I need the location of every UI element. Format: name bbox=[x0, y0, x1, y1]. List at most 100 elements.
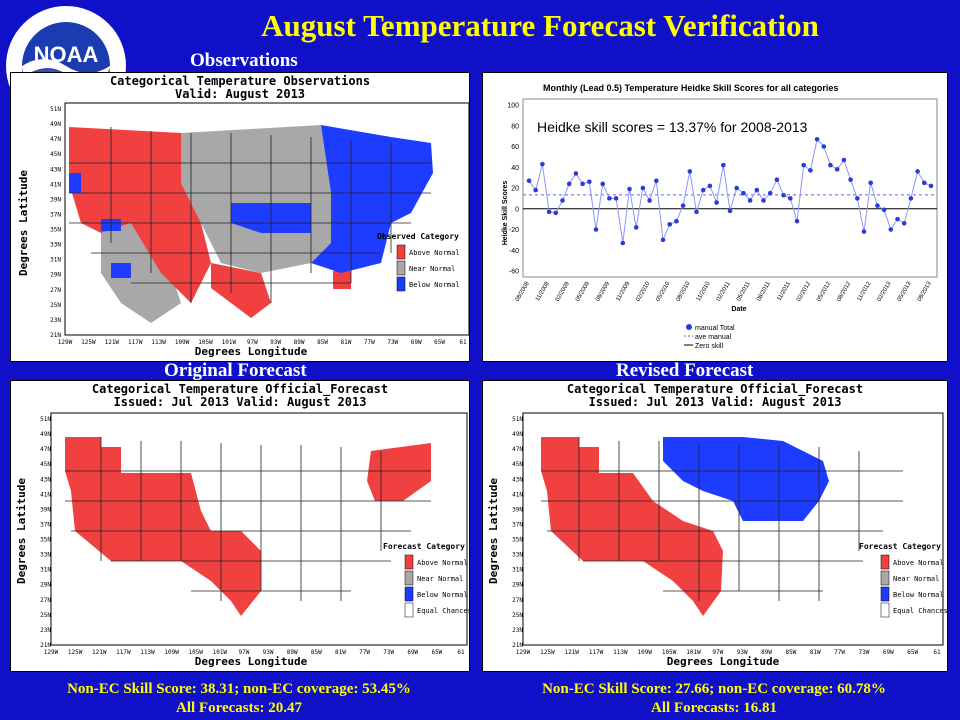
data-point bbox=[814, 136, 820, 142]
page-title: August Temperature Forecast Verification bbox=[261, 8, 819, 43]
lon-tick-label: 117W bbox=[128, 339, 143, 346]
data-point bbox=[721, 162, 726, 168]
y-tick-label: 0 bbox=[515, 206, 519, 213]
lat-tick-label: 29N bbox=[40, 582, 51, 589]
y-tick-label: 80 bbox=[511, 123, 519, 130]
lon-tick-label: 125W bbox=[68, 649, 83, 656]
lat-tick-label: 37N bbox=[512, 521, 523, 528]
lat-tick-label: 43N bbox=[40, 476, 51, 483]
y-tick-label: -60 bbox=[509, 269, 519, 276]
x-tick-label: 02/2010 bbox=[635, 280, 651, 302]
lat-tick-label: 27N bbox=[50, 287, 61, 294]
chart-legend: manual Total ave manual Zero skill bbox=[684, 324, 735, 350]
x-tick-label: 08/2010 bbox=[675, 280, 691, 302]
lon-tick-label: 121W bbox=[564, 649, 579, 656]
original-skill-caption: Non-EC Skill Score: 38.31; non-EC covera… bbox=[10, 680, 468, 718]
y-tick-label: 60 bbox=[511, 144, 519, 151]
lat-tick-label: 45N bbox=[40, 461, 51, 468]
revised-skill-line: Non-EC Skill Score: 27.66; non-EC covera… bbox=[542, 681, 886, 697]
x-tick-label: 08/2012 bbox=[836, 280, 852, 302]
x-tick-label: 08/2008 bbox=[515, 280, 531, 302]
chart-xlabel: Date bbox=[731, 306, 746, 313]
lat-tick-label: 39N bbox=[40, 506, 51, 513]
obs-legend-title: Observed Category bbox=[377, 232, 459, 241]
original-forecast-header: Original Forecast bbox=[164, 360, 307, 381]
data-point bbox=[821, 144, 827, 149]
lat-tick-label: 21N bbox=[50, 332, 61, 339]
lat-tick-label: 29N bbox=[50, 272, 61, 279]
lat-tick-label: 33N bbox=[40, 552, 51, 559]
data-point bbox=[754, 187, 760, 193]
lon-tick-label: 93W bbox=[270, 339, 281, 346]
x-tick-label: 05/2011 bbox=[736, 280, 752, 302]
lat-tick-label: 35N bbox=[40, 537, 51, 544]
data-point bbox=[848, 177, 853, 182]
lon-tick-label: 93W bbox=[737, 649, 748, 656]
lon-tick-label: 101W bbox=[686, 649, 701, 656]
obs-lat-label: Degrees Latitude bbox=[17, 170, 30, 276]
data-point bbox=[587, 179, 592, 185]
series-line-manual-total bbox=[528, 138, 932, 244]
lon-tick-label: 85W bbox=[317, 339, 328, 346]
data-point bbox=[660, 237, 666, 243]
data-point bbox=[667, 222, 672, 227]
lon-tick-label: 97W bbox=[239, 649, 250, 656]
lat-tick-label: 37N bbox=[50, 211, 61, 218]
data-point bbox=[566, 181, 572, 187]
orig-legend-ec: Equal Chances bbox=[417, 607, 469, 615]
data-point bbox=[674, 218, 679, 224]
lat-tick-label: 23N bbox=[50, 317, 61, 324]
lon-tick-label: 89W bbox=[761, 649, 772, 656]
lon-tick-label: 69W bbox=[411, 339, 422, 346]
lon-tick-label: 89W bbox=[294, 339, 305, 346]
x-tick-label: 08/2013 bbox=[917, 280, 933, 302]
rev-legend-ec: Equal Chances bbox=[893, 607, 947, 615]
original-map-title: Categorical Temperature Official_Forecas… bbox=[91, 382, 389, 396]
lon-tick-label: 109W bbox=[175, 339, 190, 346]
data-point bbox=[654, 178, 659, 184]
data-point bbox=[881, 207, 887, 213]
lon-tick-label: 77W bbox=[834, 649, 845, 656]
x-tick-label: 11/2012 bbox=[857, 280, 873, 302]
data-point bbox=[747, 198, 753, 203]
lon-tick-label: 65W bbox=[434, 339, 445, 346]
lon-tick-label: 65W bbox=[907, 649, 918, 656]
data-point bbox=[788, 196, 793, 201]
observations-map: Degrees Latitude Degrees Longitude Obser… bbox=[17, 102, 469, 358]
lon-tick-label: 113W bbox=[140, 649, 155, 656]
rev-lat-label: Degrees Latitude bbox=[487, 478, 500, 584]
data-point bbox=[546, 209, 552, 215]
lon-tick-label: 117W bbox=[589, 649, 604, 656]
obs-lon-label: Degrees Longitude bbox=[195, 345, 308, 358]
lon-tick-label: 69W bbox=[883, 649, 894, 656]
data-point bbox=[915, 169, 920, 174]
chart-frame bbox=[522, 98, 938, 278]
rev-legend-title: Forecast Category bbox=[859, 542, 941, 551]
lat-tick-label: 41N bbox=[40, 491, 51, 498]
orig-legend-below: Below Normal bbox=[417, 591, 468, 599]
data-point bbox=[774, 177, 780, 182]
lon-tick-label: 89W bbox=[287, 649, 298, 656]
chart-title: Monthly (Lead 0.5) Temperature Heidke Sk… bbox=[543, 83, 839, 93]
lon-tick-label: 61 bbox=[459, 339, 467, 346]
x-tick-label: 08/2009 bbox=[595, 280, 611, 302]
x-tick-label: 02/2013 bbox=[876, 280, 892, 302]
lat-tick-label: 23N bbox=[40, 627, 51, 634]
lat-tick-label: 29N bbox=[512, 582, 523, 589]
x-tick-label: 05/2010 bbox=[655, 280, 671, 302]
lon-tick-label: 117W bbox=[116, 649, 131, 656]
lat-tick-label: 43N bbox=[50, 166, 61, 173]
lat-tick-label: 45N bbox=[50, 151, 61, 158]
lon-tick-label: 121W bbox=[105, 339, 120, 346]
rev-legend-near: Near Normal bbox=[893, 575, 939, 583]
lat-tick-label: 47N bbox=[512, 446, 523, 453]
lat-tick-label: 27N bbox=[40, 597, 51, 604]
data-point bbox=[727, 208, 733, 214]
revised-skill-caption: Non-EC Skill Score: 27.66; non-EC covera… bbox=[482, 680, 946, 718]
revised-map-title: Categorical Temperature Official_Forecas… bbox=[566, 382, 864, 396]
data-point bbox=[680, 203, 686, 208]
lat-tick-label: 47N bbox=[40, 446, 51, 453]
data-point bbox=[633, 225, 639, 230]
x-tick-label: 02/2012 bbox=[796, 280, 812, 302]
lat-tick-label: 33N bbox=[50, 242, 61, 249]
